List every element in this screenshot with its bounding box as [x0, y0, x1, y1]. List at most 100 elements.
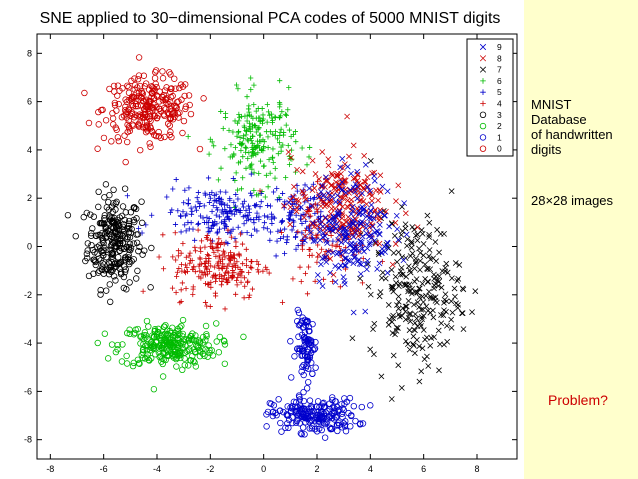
data-point-digit-4 — [169, 285, 176, 291]
data-point-digit-5 — [209, 223, 215, 229]
data-point-digit-5 — [173, 176, 179, 183]
data-point-digit-3 — [118, 212, 126, 220]
data-point-digit-5 — [261, 213, 268, 219]
data-point-digit-9 — [335, 249, 342, 256]
data-point-digit-5 — [209, 189, 215, 196]
data-point-digit-0 — [174, 110, 181, 117]
data-point-digit-6 — [254, 138, 261, 144]
data-point-digit-6 — [211, 143, 217, 149]
data-point-digit-1 — [290, 398, 298, 406]
data-point-digit-3 — [125, 220, 133, 228]
data-point-digit-3 — [108, 218, 115, 225]
data-point-digit-5 — [231, 199, 237, 205]
data-point-digit-4 — [173, 289, 179, 296]
data-point-digit-6 — [246, 125, 252, 132]
data-point-digit-5 — [210, 202, 216, 209]
data-point-digit-9 — [362, 308, 369, 315]
data-point-digit-6 — [283, 122, 289, 128]
data-point-digit-5 — [143, 222, 149, 228]
data-point-digit-0 — [137, 146, 144, 154]
data-point-digit-4 — [227, 250, 234, 256]
data-point-digit-7 — [423, 303, 430, 310]
data-point-digit-3 — [102, 225, 109, 232]
data-point-digit-0 — [114, 82, 122, 89]
data-point-digit-9 — [330, 213, 337, 220]
data-point-digit-4 — [278, 229, 284, 236]
data-point-digit-2 — [202, 345, 209, 353]
data-point-digit-7 — [456, 262, 463, 268]
data-point-digit-9 — [384, 188, 391, 195]
data-point-digit-7 — [448, 188, 455, 195]
data-point-digit-4 — [231, 269, 237, 275]
data-point-digit-7 — [432, 239, 439, 245]
data-point-digit-7 — [451, 285, 458, 292]
data-point-digit-0 — [175, 114, 182, 121]
data-point-digit-1 — [263, 411, 270, 418]
data-point-digit-0 — [125, 83, 132, 91]
data-point-digit-4 — [342, 266, 349, 272]
data-point-digit-5 — [271, 189, 277, 195]
data-point-digit-2 — [166, 345, 173, 353]
data-point-digit-9 — [363, 213, 370, 219]
data-point-digit-4 — [186, 253, 192, 259]
data-point-digit-1 — [292, 399, 300, 406]
data-point-digit-2 — [192, 348, 199, 355]
data-point-digit-1 — [328, 412, 335, 420]
data-point-digit-7 — [448, 316, 455, 323]
data-point-digit-3 — [119, 226, 126, 233]
data-point-digit-5 — [186, 185, 192, 191]
data-point-digit-9 — [374, 266, 381, 272]
data-point-digit-4 — [178, 287, 184, 293]
data-point-digit-7 — [419, 316, 425, 323]
data-point-digit-3 — [105, 198, 112, 206]
data-point-digit-1 — [263, 423, 270, 430]
data-point-digit-1 — [273, 411, 280, 419]
data-point-digit-3 — [98, 229, 106, 237]
data-point-digit-8 — [338, 185, 345, 191]
data-point-digit-6 — [289, 147, 295, 153]
data-point-digit-1 — [308, 403, 316, 411]
data-point-digit-1 — [277, 419, 284, 427]
data-point-digit-9 — [357, 205, 364, 212]
data-point-digit-4 — [228, 234, 234, 240]
data-point-digit-7 — [407, 267, 413, 274]
data-point-digit-3 — [110, 200, 117, 207]
data-point-digit-6 — [272, 114, 278, 120]
data-point-digit-1 — [311, 345, 319, 352]
data-point-digit-0 — [176, 84, 183, 92]
data-point-digit-5 — [213, 198, 220, 204]
data-point-digit-7 — [414, 237, 421, 244]
data-point-digit-5 — [254, 210, 260, 216]
data-point-digit-8 — [332, 205, 338, 212]
data-point-digit-7 — [420, 312, 427, 319]
data-point-digit-9 — [316, 216, 323, 222]
data-point-digit-2 — [189, 352, 196, 360]
data-point-digit-2 — [202, 336, 209, 344]
data-point-digit-4 — [213, 253, 219, 260]
data-point-digit-6 — [278, 144, 284, 150]
data-point-digit-1 — [308, 425, 316, 432]
data-point-digit-1 — [312, 338, 319, 346]
data-point-digit-3 — [123, 286, 130, 293]
data-point-digit-3 — [115, 261, 122, 268]
data-point-digit-4 — [240, 261, 246, 267]
data-point-digit-5 — [273, 253, 279, 259]
data-point-digit-6 — [243, 127, 249, 134]
data-point-digit-2 — [134, 325, 141, 333]
data-point-digit-6 — [255, 150, 261, 156]
data-point-digit-4 — [204, 303, 210, 309]
data-point-digit-1 — [318, 426, 325, 434]
data-point-digit-5 — [312, 210, 318, 216]
data-point-digit-3 — [133, 231, 140, 238]
data-point-digit-5 — [281, 250, 288, 257]
data-point-digit-6 — [237, 114, 243, 120]
data-point-digit-7 — [379, 269, 386, 276]
data-point-digit-3 — [103, 233, 110, 240]
data-point-digit-0 — [120, 112, 128, 119]
data-point-digit-2 — [160, 331, 168, 338]
data-point-digit-1 — [305, 378, 312, 386]
data-point-digit-4 — [237, 266, 243, 273]
data-point-digit-5 — [230, 175, 236, 182]
data-point-digit-9 — [369, 223, 376, 230]
data-point-digit-5 — [195, 189, 201, 196]
